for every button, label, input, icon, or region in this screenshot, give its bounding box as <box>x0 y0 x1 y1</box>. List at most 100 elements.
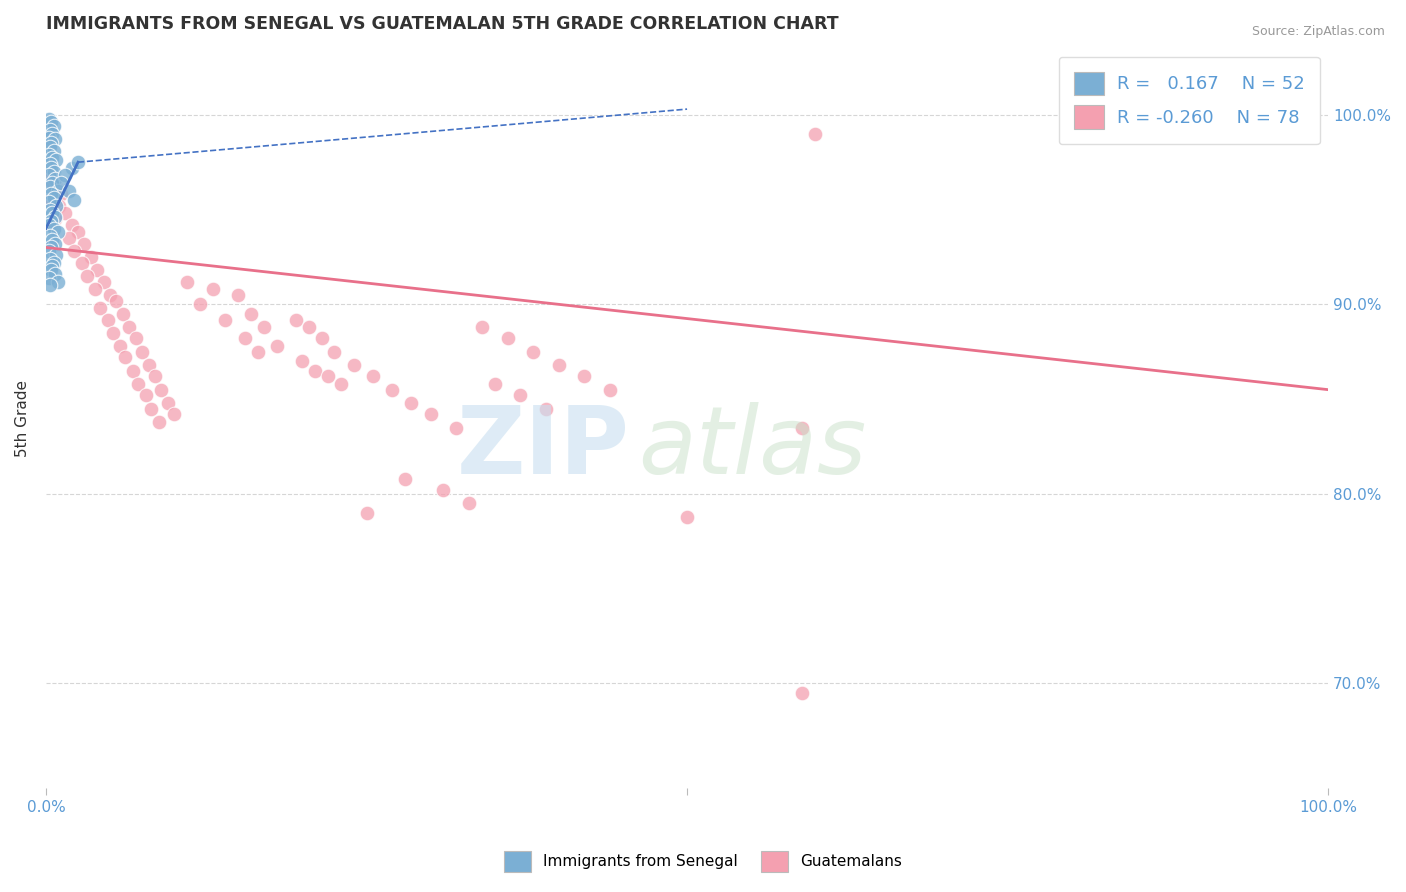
Y-axis label: 5th Grade: 5th Grade <box>15 380 30 457</box>
Point <box>46 275 69 289</box>
Point <box>39 214 62 228</box>
Point <box>66 225 89 239</box>
Point <box>44 132 66 146</box>
Point <box>63 244 86 259</box>
Point <box>38 169 60 183</box>
Point <box>58 231 80 245</box>
Point <box>329 376 352 391</box>
Point <box>311 331 333 345</box>
Point <box>143 369 166 384</box>
Point <box>44 212 66 227</box>
Point <box>240 307 263 321</box>
Point <box>298 320 321 334</box>
Point <box>38 112 60 126</box>
Point <box>316 369 339 384</box>
Point <box>38 157 60 171</box>
Point <box>51 187 73 202</box>
Point <box>291 354 314 368</box>
Point <box>60 161 83 175</box>
Point <box>246 344 269 359</box>
Point <box>432 483 454 497</box>
Point <box>105 293 128 308</box>
Point <box>285 312 308 326</box>
Point <box>42 144 65 158</box>
Point <box>38 179 60 194</box>
Point <box>343 358 366 372</box>
Point <box>127 376 149 391</box>
Point <box>135 388 157 402</box>
Point <box>111 307 134 321</box>
Point <box>44 267 66 281</box>
Point <box>214 312 236 326</box>
Point <box>156 396 179 410</box>
Point <box>38 218 60 232</box>
Point <box>792 686 814 700</box>
Point <box>458 496 481 510</box>
Point <box>73 236 96 251</box>
Point <box>39 115 62 129</box>
Point <box>38 244 60 259</box>
Point <box>484 376 506 391</box>
Point <box>163 407 186 421</box>
Point <box>41 176 63 190</box>
Point <box>131 344 153 359</box>
Legend: R =   0.167    N = 52, R = -0.260    N = 78: R = 0.167 N = 52, R = -0.260 N = 78 <box>1059 57 1320 144</box>
Point <box>176 275 198 289</box>
Point <box>401 396 423 410</box>
Point <box>42 191 65 205</box>
Text: IMMIGRANTS FROM SENEGAL VS GUATEMALAN 5TH GRADE CORRELATION CHART: IMMIGRANTS FROM SENEGAL VS GUATEMALAN 5T… <box>46 15 838 33</box>
Point <box>41 233 63 247</box>
Point <box>38 252 60 266</box>
Point <box>53 169 76 183</box>
Point <box>60 218 83 232</box>
Point <box>38 147 60 161</box>
Point <box>41 127 63 141</box>
Legend: Immigrants from Senegal, Guatemalans: Immigrants from Senegal, Guatemalans <box>496 843 910 880</box>
Point <box>70 255 93 269</box>
Point <box>148 415 170 429</box>
Point <box>522 344 544 359</box>
Point <box>804 127 827 141</box>
Point <box>509 388 531 402</box>
Point <box>44 210 66 224</box>
Point <box>496 331 519 345</box>
Point <box>534 401 557 416</box>
Point <box>253 320 276 334</box>
Point <box>39 263 62 277</box>
Point <box>38 169 60 183</box>
Point <box>38 229 60 244</box>
Point <box>118 320 141 334</box>
Text: ZIP: ZIP <box>457 401 630 493</box>
Point <box>39 136 62 151</box>
Point <box>53 206 76 220</box>
Point <box>39 161 62 175</box>
Point <box>226 288 249 302</box>
Point <box>471 320 494 334</box>
Point <box>98 288 121 302</box>
Point <box>42 255 65 269</box>
Point <box>51 176 73 190</box>
Point <box>188 297 211 311</box>
Point <box>66 155 89 169</box>
Point <box>419 407 441 421</box>
Point <box>138 358 160 372</box>
Point <box>110 339 132 353</box>
Point <box>42 164 65 178</box>
Point <box>41 206 63 220</box>
Point <box>323 344 346 359</box>
Point <box>574 369 596 384</box>
Point <box>38 194 60 209</box>
Point <box>42 221 65 235</box>
Text: Source: ZipAtlas.com: Source: ZipAtlas.com <box>1251 25 1385 38</box>
Point <box>80 250 103 264</box>
Point <box>676 509 699 524</box>
Point <box>139 401 162 416</box>
Point <box>150 383 173 397</box>
Point <box>381 383 404 397</box>
Point <box>547 358 569 372</box>
Point <box>96 312 118 326</box>
Point <box>44 172 66 186</box>
Point <box>446 420 468 434</box>
Point <box>48 199 70 213</box>
Point <box>46 184 69 198</box>
